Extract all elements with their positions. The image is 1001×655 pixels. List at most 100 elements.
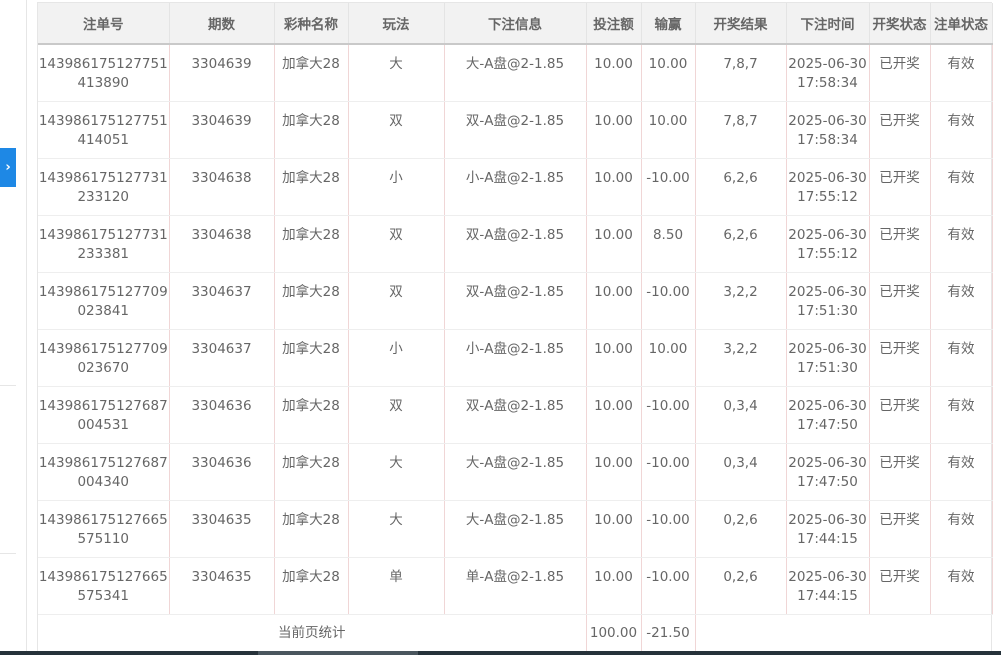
cell-lottery-name: 加拿大28	[274, 443, 349, 501]
cell-order-id: 143986175127687004531	[38, 386, 170, 444]
cell-bet-time: 2025-06-30 17:47:50	[786, 443, 870, 501]
header-lottery-name: 彩种名称	[274, 3, 349, 45]
cell-order-status: 有效	[930, 329, 993, 387]
cell-order-status: 有效	[930, 44, 993, 102]
cell-bet-info: 小-A盘@2-1.85	[444, 158, 587, 216]
chevron-right-icon: ›	[5, 160, 11, 175]
cell-bet-info: 单-A盘@2-1.85	[444, 557, 587, 615]
cell-bet-amount: 10.00	[586, 158, 642, 216]
cell-draw-status: 已开奖	[869, 215, 931, 273]
cell-period: 3304636	[169, 386, 275, 444]
cell-bet-time: 2025-06-30 17:51:30	[786, 329, 870, 387]
cell-draw-result: 0,3,4	[695, 386, 787, 444]
header-period: 期数	[169, 3, 275, 45]
cell-play-type: 小	[348, 329, 445, 387]
table-row: 143986175127709023841 3304637 加拿大28 双双-A盘@2…	[38, 272, 993, 330]
cell-win-loss: -10.00	[641, 557, 696, 615]
cell-draw-result: 0,2,6	[695, 500, 787, 558]
cell-play-type: 双	[348, 215, 445, 273]
cell-period: 3304638	[169, 158, 275, 216]
cell-draw-result: 3,2,2	[695, 272, 787, 330]
summary-label: 当前页统计	[38, 614, 587, 653]
cell-win-loss: 8.50	[641, 215, 696, 273]
cell-order-status: 有效	[930, 101, 993, 159]
cell-draw-status: 已开奖	[869, 44, 931, 102]
summary-row: 当前页统计 100.00 -21.50	[38, 614, 992, 653]
cell-win-loss: 10.00	[641, 44, 696, 102]
cell-bet-amount: 10.00	[586, 101, 642, 159]
table-row: 143986175127665575341 3304635 加拿大28 单单-A盘@2…	[38, 557, 993, 615]
table-row: 143986175127687004531 3304636 加拿大28 双双-A盘@2…	[38, 386, 993, 444]
cell-order-status: 有效	[930, 557, 993, 615]
table-row: 143986175127731233381 3304638 加拿大28 双双-A盘@2…	[38, 215, 993, 273]
cell-bet-amount: 10.00	[586, 215, 642, 273]
cell-order-status: 有效	[930, 386, 993, 444]
cell-win-loss: 10.00	[641, 101, 696, 159]
cell-lottery-name: 加拿大28	[274, 44, 349, 102]
cell-lottery-name: 加拿大28	[274, 329, 349, 387]
cell-draw-status: 已开奖	[869, 500, 931, 558]
header-win-loss: 输赢	[641, 3, 696, 45]
cell-draw-result: 7,8,7	[695, 101, 787, 159]
scrollbar-thumb[interactable]	[258, 651, 418, 655]
cell-draw-status: 已开奖	[869, 272, 931, 330]
cell-lottery-name: 加拿大28	[274, 386, 349, 444]
cell-bet-time: 2025-06-30 17:58:34	[786, 101, 870, 159]
cell-bet-amount: 10.00	[586, 443, 642, 501]
table-row: 143986175127751413890 3304639 加拿大28 大大-A盘@2…	[38, 44, 993, 102]
table-row: 143986175127687004340 3304636 加拿大28 大大-A盘@2…	[38, 443, 993, 501]
cell-lottery-name: 加拿大28	[274, 500, 349, 558]
summary-bet-amount: 100.00	[586, 614, 642, 653]
cell-order-id: 143986175127709023670	[38, 329, 170, 387]
cell-bet-info: 大-A盘@2-1.85	[444, 44, 587, 102]
cell-win-loss: 10.00	[641, 329, 696, 387]
header-bet-info: 下注信息	[444, 3, 587, 45]
cell-bet-amount: 10.00	[586, 557, 642, 615]
horizontal-scrollbar[interactable]	[0, 651, 1001, 655]
header-order-id: 注单号	[38, 3, 170, 45]
cell-draw-status: 已开奖	[869, 443, 931, 501]
cell-bet-time: 2025-06-30 17:55:12	[786, 215, 870, 273]
cell-bet-info: 双-A盘@2-1.85	[444, 215, 587, 273]
cell-bet-time: 2025-06-30 17:58:34	[786, 44, 870, 102]
cell-order-id: 143986175127751413890	[38, 44, 170, 102]
cell-draw-status: 已开奖	[869, 386, 931, 444]
cell-order-id: 143986175127709023841	[38, 272, 170, 330]
table-row: 143986175127665575110 3304635 加拿大28 大大-A盘@2…	[38, 500, 993, 558]
summary-empty	[695, 614, 992, 653]
cell-draw-status: 已开奖	[869, 101, 931, 159]
cell-win-loss: -10.00	[641, 443, 696, 501]
cell-bet-info: 大-A盘@2-1.85	[444, 443, 587, 501]
bet-records-table: 注单号 期数 彩种名称 玩法 下注信息 投注额 输赢 开奖结果 下注时间 开奖状态 注单状态 143…	[38, 3, 993, 653]
cell-win-loss: -10.00	[641, 500, 696, 558]
header-bet-amount: 投注额	[586, 3, 642, 45]
cell-play-type: 单	[348, 557, 445, 615]
summary-win-loss: -21.50	[641, 614, 696, 653]
cell-draw-result: 0,2,6	[695, 557, 787, 615]
cell-bet-amount: 10.00	[586, 272, 642, 330]
cell-period: 3304636	[169, 443, 275, 501]
cell-bet-info: 双-A盘@2-1.85	[444, 101, 587, 159]
header-order-status: 注单状态	[930, 3, 993, 45]
cell-period: 3304635	[169, 557, 275, 615]
cell-bet-info: 双-A盘@2-1.85	[444, 386, 587, 444]
cell-lottery-name: 加拿大28	[274, 101, 349, 159]
cell-draw-result: 0,3,4	[695, 443, 787, 501]
cell-lottery-name: 加拿大28	[274, 272, 349, 330]
cell-play-type: 小	[348, 158, 445, 216]
header-draw-status: 开奖状态	[869, 3, 931, 45]
cell-bet-time: 2025-06-30 17:44:15	[786, 500, 870, 558]
cell-order-status: 有效	[930, 215, 993, 273]
cell-draw-result: 7,8,7	[695, 44, 787, 102]
cell-order-id: 143986175127665575110	[38, 500, 170, 558]
cell-bet-time: 2025-06-30 17:55:12	[786, 158, 870, 216]
table-row: 143986175127731233120 3304638 加拿大28 小小-A盘@2…	[38, 158, 993, 216]
header-draw-result: 开奖结果	[695, 3, 787, 45]
cell-draw-result: 6,2,6	[695, 215, 787, 273]
divider	[0, 553, 16, 554]
header-play-type: 玩法	[348, 3, 445, 45]
cell-order-id: 143986175127731233381	[38, 215, 170, 273]
cell-bet-amount: 10.00	[586, 386, 642, 444]
sidebar-expand-button[interactable]: ›	[0, 148, 16, 187]
cell-order-status: 有效	[930, 272, 993, 330]
